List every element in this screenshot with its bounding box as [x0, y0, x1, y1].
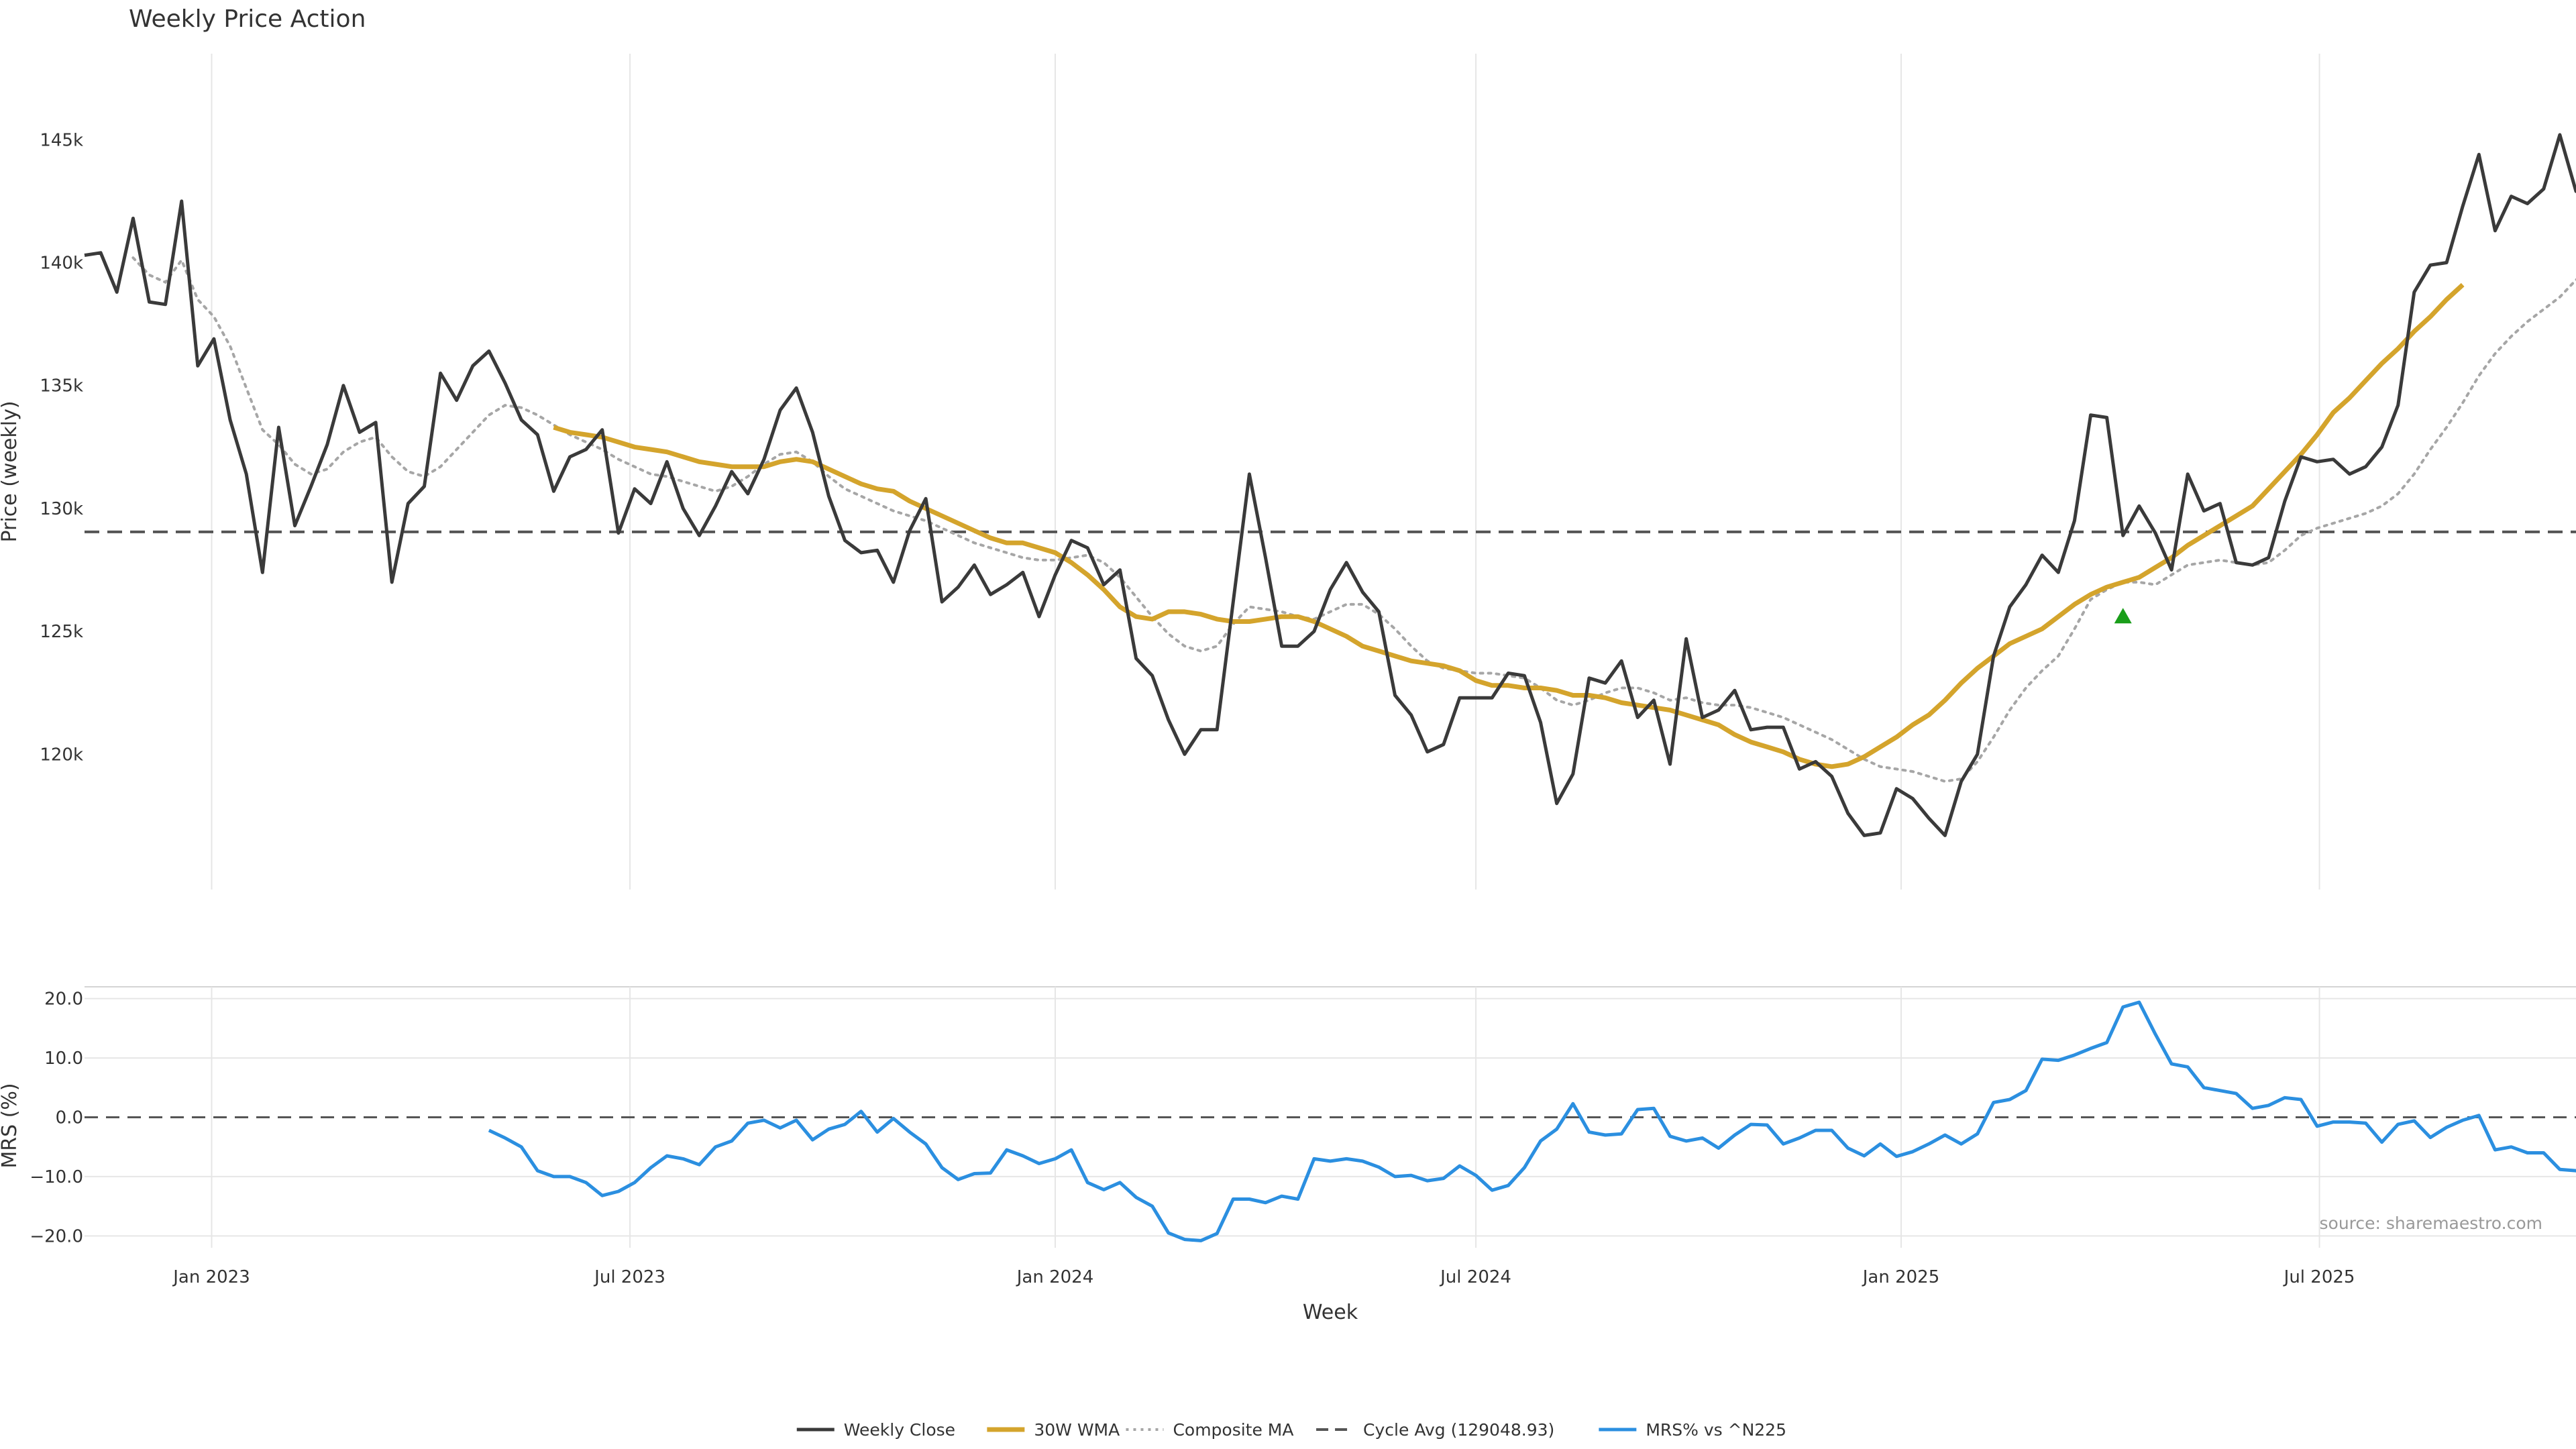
source-attribution: source: sharemaestro.com — [2320, 1214, 2543, 1233]
composite-ma-line — [131, 256, 2576, 783]
x-axis: Jan 2023 Jul 2023 Jan 2024 Jul 2024 Jan 2025… — [172, 1267, 2355, 1287]
price-y-tick-label: 125k — [40, 622, 83, 642]
mrs-panel: −20.0 −10.0 0.0 10.0 20.0 MRS (%) source: sh… — [0, 986, 2576, 1248]
legend-label: 30W WMA — [1034, 1420, 1120, 1440]
chart-title: Weekly Price Action — [129, 5, 366, 33]
legend-label: Cycle Avg (129048.93) — [1363, 1420, 1554, 1440]
x-tick-label: Jul 2025 — [2283, 1267, 2355, 1287]
legend-label: Weekly Close — [844, 1420, 955, 1440]
price-panel: 120k 125k 130k 135k 140k 145k Price (weekly) — [0, 54, 2576, 890]
buy-signal-marker — [2114, 608, 2132, 624]
mrs-y-tick-label: −10.0 — [30, 1167, 83, 1187]
mrs-y-tick-label: −20.0 — [30, 1226, 83, 1246]
legend-label: MRS% vs ^N225 — [1646, 1420, 1786, 1440]
price-y-tick-label: 135k — [40, 376, 83, 396]
mrs-y-axis: −20.0 −10.0 0.0 10.0 20.0 — [30, 989, 83, 1247]
mrs-y-tick-label: 20.0 — [44, 989, 83, 1010]
mrs-y-axis-title: MRS (%) — [0, 1083, 21, 1168]
price-y-tick-label: 140k — [40, 254, 83, 274]
x-axis-title: Week — [1303, 1301, 1358, 1324]
legend: Weekly Close 30W WMA Composite MA Cycle Avg… — [796, 1420, 1786, 1440]
price-y-axis: 120k 125k 130k 135k 140k 145k — [40, 130, 83, 765]
x-tick-label: Jan 2024 — [1016, 1267, 1094, 1287]
mrs-y-tick-label: 0.0 — [56, 1108, 83, 1128]
price-y-axis-title: Price (weekly) — [0, 400, 21, 542]
wma-30w-line — [553, 282, 2465, 769]
price-y-tick-label: 145k — [40, 130, 83, 150]
legend-label: Composite MA — [1173, 1420, 1293, 1440]
price-y-tick-label: 130k — [40, 499, 83, 519]
weekly-close-line — [84, 133, 2576, 837]
x-tick-label: Jul 2023 — [593, 1267, 665, 1287]
mrs-y-tick-label: 10.0 — [44, 1049, 83, 1069]
price-gridlines — [211, 54, 2320, 890]
price-y-tick-label: 120k — [40, 745, 83, 765]
x-tick-label: Jul 2024 — [1439, 1267, 1511, 1287]
mrs-line — [488, 1000, 2576, 1242]
x-tick-label: Jan 2023 — [172, 1267, 250, 1287]
x-tick-label: Jan 2025 — [1862, 1267, 1940, 1287]
price-series — [84, 133, 2576, 837]
mrs-series — [85, 1000, 2576, 1242]
